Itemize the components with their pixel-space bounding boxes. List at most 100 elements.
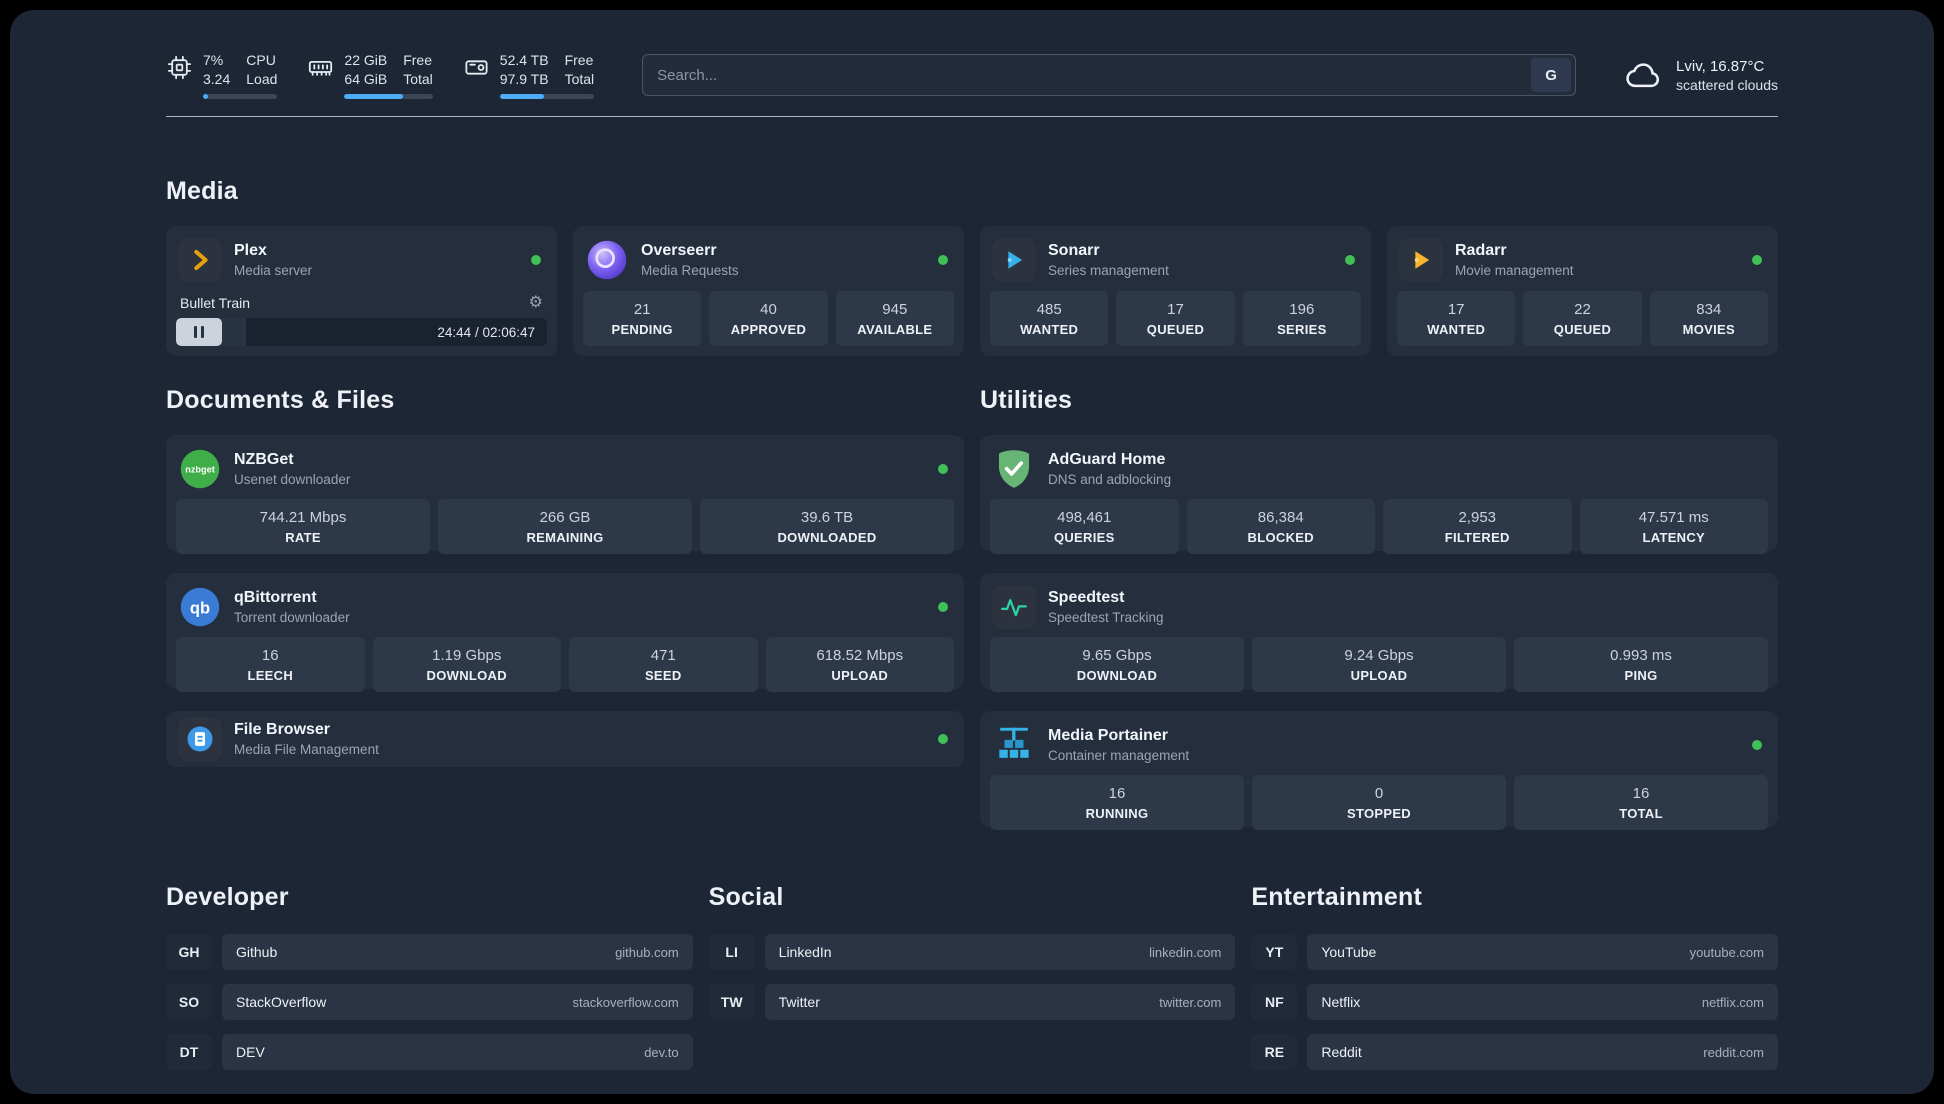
app-titles: Radarr Movie management	[1455, 242, 1574, 278]
stats-row: 9.65 Gbps DOWNLOAD 9.24 Gbps UPLOAD 0.99…	[990, 637, 1768, 692]
app-card-filebrowser[interactable]: File Browser Media File Management	[166, 711, 964, 767]
bookmark-url: dev.to	[644, 1044, 679, 1060]
stat-label: MOVIES	[1682, 321, 1735, 337]
now-playing-widget: Bullet Train ⚙ 24:44 / 02:06:47	[176, 295, 547, 346]
bookmark-group-entertainment: Entertainment YT YouTube youtube.com NF …	[1251, 883, 1778, 1070]
portainer-icon	[992, 723, 1036, 767]
adguard-icon	[992, 447, 1036, 491]
svg-text:nzbget: nzbget	[185, 464, 215, 474]
status-dot	[938, 255, 948, 265]
card-header: AdGuard Home DNS and adblocking	[990, 445, 1768, 499]
stat-label: PING	[1624, 667, 1658, 683]
bookmark-reddit[interactable]: RE Reddit reddit.com	[1251, 1034, 1778, 1070]
ram-usage-bar	[344, 93, 433, 99]
app-subtitle: DNS and adblocking	[1048, 472, 1172, 487]
status-dot	[531, 255, 541, 265]
app-card-plex[interactable]: Plex Media server Bullet Train ⚙ 24:44 /…	[166, 226, 557, 356]
search-input[interactable]	[657, 66, 1532, 84]
app-subtitle: Media server	[234, 263, 313, 278]
bookmark-youtube[interactable]: YT YouTube youtube.com	[1251, 934, 1778, 970]
bookmark-url: youtube.com	[1689, 944, 1764, 960]
app-titles: File Browser Media File Management	[234, 721, 379, 757]
sonarr-icon	[992, 238, 1036, 282]
app-subtitle: Speedtest Tracking	[1048, 610, 1164, 625]
stat-label: UPLOAD	[1350, 667, 1408, 683]
status-dot	[1752, 740, 1762, 750]
bookmark-name: DEV	[236, 1044, 265, 1060]
app-titles: qBittorrent Torrent downloader	[234, 589, 350, 625]
stats-row: 16 RUNNING 0 STOPPED 16 TOTAL	[990, 775, 1768, 830]
stat-available: 945 AVAILABLE	[835, 291, 954, 346]
stat-label: BLOCKED	[1247, 529, 1314, 545]
app-titles: Speedtest Speedtest Tracking	[1048, 589, 1164, 625]
nzbget-icon: nzbget	[178, 447, 222, 491]
disk-free-value: 52.4 TB	[499, 52, 549, 69]
bookmark-netflix[interactable]: NF Netflix netflix.com	[1251, 984, 1778, 1020]
documents-card-stack: nzbget NZBGet Usenet downloader 744.21 M…	[166, 435, 964, 767]
app-card-adguard[interactable]: AdGuard Home DNS and adblocking 498,461 …	[980, 435, 1778, 554]
bookmark-twitter[interactable]: TW Twitter twitter.com	[708, 984, 1236, 1020]
stat-stopped: 0 STOPPED	[1252, 775, 1506, 830]
stat-wanted: 17 WANTED	[1397, 291, 1516, 346]
app-name: File Browser	[234, 721, 331, 738]
now-playing-title: Bullet Train	[180, 295, 251, 311]
topbar-divider	[166, 116, 1778, 117]
bookmark-pill: Reddit reddit.com	[1307, 1034, 1778, 1070]
app-subtitle: Usenet downloader	[234, 472, 351, 487]
stats-row: 485 WANTED 17 QUEUED 196 SERIES	[990, 291, 1361, 346]
app-card-radarr[interactable]: Radarr Movie management 17 WANTED 22 QUE…	[1387, 226, 1778, 356]
stat-value: 21	[633, 300, 651, 318]
app-card-sonarr[interactable]: Sonarr Series management 485 WANTED 17 Q…	[980, 226, 1371, 356]
app-card-qbittorrent[interactable]: qb qBittorrent Torrent downloader 16 LEE…	[166, 573, 964, 692]
ram-metric-body: 22 GiB 64 GiB Free Total	[344, 51, 433, 99]
section-utilities: Utilities AdGuard Home DNS and a	[980, 386, 1778, 830]
stat-label: PENDING	[611, 321, 673, 337]
app-subtitle: Torrent downloader	[234, 610, 350, 625]
stat-upload: 618.52 Mbps UPLOAD	[765, 637, 954, 692]
app-name: Media Portainer	[1048, 727, 1169, 744]
bookmark-stackoverflow[interactable]: SO StackOverflow stackoverflow.com	[166, 984, 693, 1020]
settings-gear-icon[interactable]: ⚙	[528, 294, 543, 311]
bookmark-name: Twitter	[778, 994, 820, 1010]
bookmark-name: Reddit	[1321, 1044, 1362, 1060]
app-card-speedtest[interactable]: Speedtest Speedtest Tracking 9.65 Gbps D…	[980, 573, 1778, 692]
disk-usage-bar	[499, 93, 595, 99]
ram-metric: 22 GiB 64 GiB Free Total	[307, 51, 433, 99]
ram-label-bottom: Total	[403, 70, 433, 87]
playback-bar[interactable]: 24:44 / 02:06:47	[176, 318, 547, 346]
stat-value: 22	[1574, 300, 1591, 318]
speedtest-icon	[992, 585, 1036, 629]
stat-value: 40	[760, 300, 777, 318]
app-name: Plex	[234, 242, 267, 259]
stat-label: TOTAL	[1619, 805, 1663, 821]
bookmark-url: github.com	[615, 944, 679, 960]
bookmark-list: LI LinkedIn linkedin.com TW Twitter twit…	[708, 934, 1236, 1020]
stats-row: 21 PENDING 40 APPROVED 945 AVAILABLE	[583, 291, 954, 346]
stat-value: 17	[1447, 300, 1465, 318]
bookmarks-area: Developer GH Github github.com SO StackO…	[166, 883, 1778, 1070]
bookmark-github[interactable]: GH Github github.com	[166, 934, 693, 970]
disk-label-top: Free	[564, 52, 594, 69]
svg-text:qb: qb	[190, 599, 210, 617]
stat-label: QUEUED	[1553, 321, 1612, 337]
bookmark-dev[interactable]: DT DEV dev.to	[166, 1034, 693, 1070]
bookmark-linkedin[interactable]: LI LinkedIn linkedin.com	[708, 934, 1236, 970]
stat-value: 16	[1632, 784, 1650, 802]
app-card-nzbget[interactable]: nzbget NZBGet Usenet downloader 744.21 M…	[166, 435, 964, 554]
section-heading-social: Social	[708, 883, 784, 911]
app-name: Radarr	[1455, 242, 1507, 259]
search-engine-button[interactable]: G	[1531, 58, 1572, 92]
bookmark-group-social: Social LI LinkedIn linkedin.com TW Twitt…	[708, 883, 1236, 1070]
stats-row: 498,461 QUERIES 86,384 BLOCKED 2,953 FIL…	[990, 499, 1768, 554]
app-subtitle: Media File Management	[234, 742, 379, 757]
search-bar[interactable]: G	[642, 54, 1577, 96]
app-titles: Overseerr Media Requests	[641, 242, 739, 278]
stat-value: 0	[1374, 784, 1384, 802]
cpu-metric-body: 7% 3.24 CPU Load	[203, 51, 278, 99]
pause-button[interactable]	[176, 318, 222, 346]
stat-running: 16 RUNNING	[990, 775, 1244, 830]
app-card-portainer[interactable]: Media Portainer Container management 16 …	[980, 711, 1778, 830]
app-card-overseerr[interactable]: Overseerr Media Requests 21 PENDING 40 A…	[573, 226, 964, 356]
weather-text: Lviv, 16.87°C scattered clouds	[1676, 58, 1778, 93]
stat-value: 266 GB	[539, 508, 591, 526]
